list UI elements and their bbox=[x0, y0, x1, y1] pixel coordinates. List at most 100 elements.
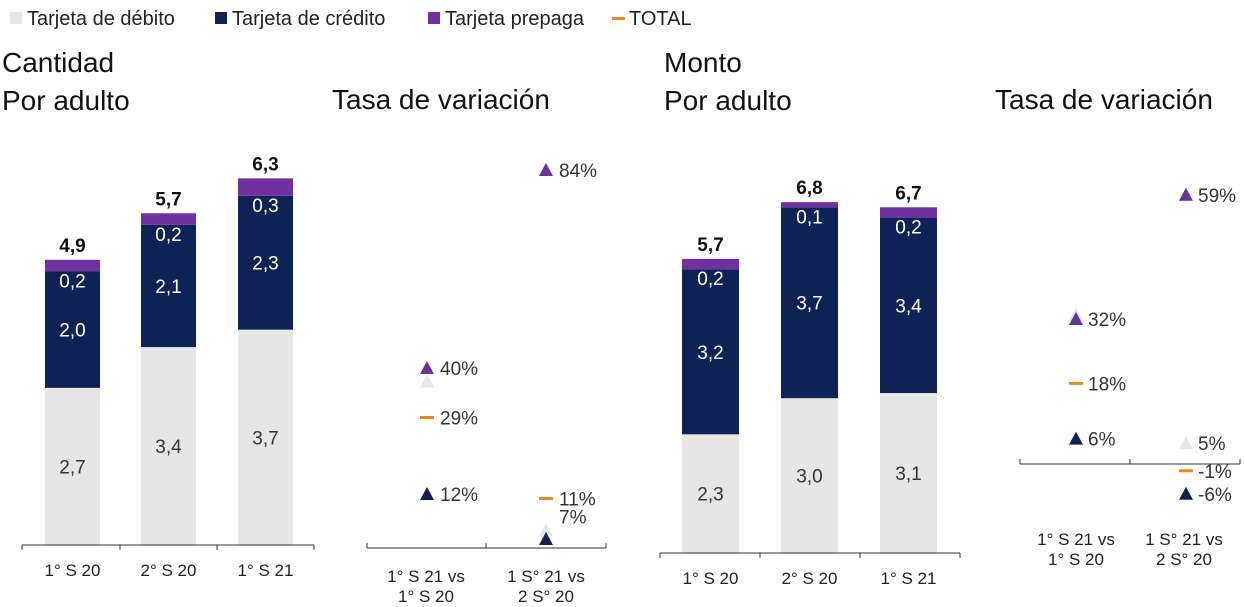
bar-segment-prepaga bbox=[781, 202, 838, 208]
marker-debito bbox=[420, 374, 434, 388]
bar-total-label: 6,3 bbox=[252, 154, 278, 175]
bar-value-label-debito: 3,7 bbox=[252, 428, 278, 449]
variation-label: 40% bbox=[440, 359, 478, 380]
marker-credito bbox=[539, 532, 553, 545]
bar-segment-prepaga bbox=[45, 259, 100, 272]
marker-credito bbox=[1179, 486, 1193, 500]
x-tick-label: 1° S 20 bbox=[1048, 550, 1104, 569]
marker-prepaga-shade bbox=[539, 163, 546, 176]
bar-total-label: 6,8 bbox=[796, 178, 822, 199]
marker-total bbox=[539, 497, 553, 500]
marker-debito bbox=[1179, 436, 1193, 450]
marker-debito bbox=[539, 523, 553, 536]
panel-title: Tasa de variación bbox=[995, 84, 1213, 115]
bar-segment-debito bbox=[880, 393, 937, 553]
bar-value-label-debito: 3,1 bbox=[895, 464, 921, 485]
bar-total-label: 5,7 bbox=[697, 235, 723, 256]
bar-value-label-credito: 3,2 bbox=[697, 343, 723, 364]
legend-swatch-credito bbox=[215, 12, 227, 24]
bar-value-label-credito: 3,7 bbox=[796, 294, 822, 315]
x-tick-label: 1 S° 21 vs bbox=[1145, 530, 1223, 549]
variation-label: 84% bbox=[559, 161, 597, 182]
x-tick-label: 1° S 20 bbox=[45, 561, 101, 580]
panel-title: Cantidad bbox=[2, 47, 114, 78]
cantidad-variation-panel: Tasa de variación 40% 29% 12% 84% 11%7% 1° S 2… bbox=[332, 84, 607, 606]
bar-segment-prepaga bbox=[880, 207, 937, 218]
bar-segment-debito bbox=[781, 398, 838, 553]
bar-segment-prepaga bbox=[141, 213, 196, 225]
cantidad-bar-panel: Cantidad Por adulto 2,7 2,0 0,2 4,9 1° S 20 3,4… bbox=[2, 47, 315, 580]
monto-variation-panel: Tasa de variación 32% 18% 6% 59% 5% -1%-6% 1° S… bbox=[995, 84, 1241, 569]
legend-swatch-total bbox=[612, 17, 625, 20]
bar-segment-debito bbox=[238, 329, 293, 545]
variation-label: -6% bbox=[1198, 485, 1232, 506]
marker-total bbox=[420, 416, 434, 419]
legend-label-debito: Tarjeta de débito bbox=[27, 8, 175, 30]
variation-label: 6% bbox=[1088, 430, 1116, 451]
x-tick-label: 2° S 20 bbox=[782, 569, 838, 588]
bar-segment-credito bbox=[880, 217, 937, 394]
panel-title: Monto bbox=[664, 47, 742, 78]
variation-label: 12% bbox=[440, 485, 478, 506]
variation-label: 7% bbox=[559, 508, 587, 529]
marker-credito bbox=[1069, 431, 1083, 445]
x-tick-label: 2 S° 20 bbox=[518, 587, 574, 606]
bar-segment-credito bbox=[682, 269, 739, 435]
variation-label: -1% bbox=[1198, 462, 1232, 483]
x-tick-label: 1° S 21 vs bbox=[1037, 530, 1115, 549]
marker-prepaga-shade bbox=[1179, 187, 1186, 201]
variation-label: 59% bbox=[1198, 186, 1236, 207]
legend-label-prepaga: Tarjeta prepaga bbox=[445, 8, 585, 30]
bar-segment-debito bbox=[682, 434, 739, 553]
bar-total-label: 6,7 bbox=[895, 183, 921, 204]
marker-total bbox=[1069, 381, 1083, 385]
bar-value-label-prepaga: 0,1 bbox=[796, 207, 822, 228]
x-tick-label: 1° S 20 bbox=[398, 587, 454, 606]
bar-total-label: 4,9 bbox=[59, 236, 85, 257]
x-tick-label: 1° S 21 bbox=[238, 561, 294, 580]
x-tick-label: 2° S 20 bbox=[141, 561, 197, 580]
marker-total bbox=[1179, 469, 1193, 473]
bar-value-label-debito: 3,4 bbox=[155, 437, 182, 458]
bar-value-label-prepaga: 0,2 bbox=[155, 225, 181, 246]
bar-value-label-prepaga: 0,2 bbox=[697, 269, 723, 290]
variation-label: 29% bbox=[440, 409, 478, 430]
legend: Tarjeta de débito Tarjeta de crédito Tarje… bbox=[10, 8, 692, 30]
bar-value-label-prepaga: 0,3 bbox=[252, 196, 278, 217]
panel-title: Tasa de variación bbox=[332, 84, 550, 115]
bar-value-label-credito: 3,4 bbox=[895, 296, 922, 317]
bar-segment-prepaga bbox=[682, 258, 739, 270]
marker-credito bbox=[420, 487, 434, 500]
monto-bar-panel: Monto Por adulto 2,3 3,2 0,2 5,7 1° S 20 3,0 3,7… bbox=[659, 47, 961, 588]
x-tick-label: 1° S 20 bbox=[683, 569, 739, 588]
bar-segment-credito bbox=[45, 271, 100, 388]
bar-segment-credito bbox=[141, 224, 196, 348]
panel-title: Por adulto bbox=[664, 85, 792, 116]
bar-value-label-prepaga: 0,2 bbox=[895, 218, 921, 239]
bar-value-label-credito: 2,3 bbox=[252, 254, 278, 275]
variation-label: 32% bbox=[1088, 310, 1126, 331]
x-tick-label: 2 S° 20 bbox=[1156, 550, 1212, 569]
variation-label: 18% bbox=[1088, 374, 1126, 395]
bar-segment-credito bbox=[781, 207, 838, 399]
panel-title: Por adulto bbox=[2, 85, 130, 116]
bar-segment-prepaga bbox=[238, 178, 293, 196]
bar-value-label-prepaga: 0,2 bbox=[59, 271, 85, 292]
bar-value-label-debito: 3,0 bbox=[796, 467, 822, 488]
bar-value-label-credito: 2,0 bbox=[59, 321, 85, 342]
bar-value-label-debito: 2,3 bbox=[697, 485, 723, 506]
bar-segment-debito bbox=[141, 347, 196, 545]
x-tick-label: 1° S 21 vs bbox=[387, 567, 465, 586]
legend-swatch-prepaga bbox=[428, 12, 440, 24]
bar-value-label-credito: 2,1 bbox=[155, 277, 181, 298]
bar-segment-debito bbox=[45, 387, 100, 545]
x-tick-label: 1° S 21 bbox=[881, 569, 937, 588]
variation-label: 5% bbox=[1198, 434, 1226, 455]
bar-segment-credito bbox=[238, 195, 293, 330]
x-tick-label: 1 S° 21 vs bbox=[507, 567, 585, 586]
variation-label: 11% bbox=[559, 490, 596, 511]
legend-label-total: TOTAL bbox=[629, 8, 692, 30]
legend-swatch-debito bbox=[10, 12, 22, 24]
legend-label-credito: Tarjeta de crédito bbox=[232, 8, 385, 30]
